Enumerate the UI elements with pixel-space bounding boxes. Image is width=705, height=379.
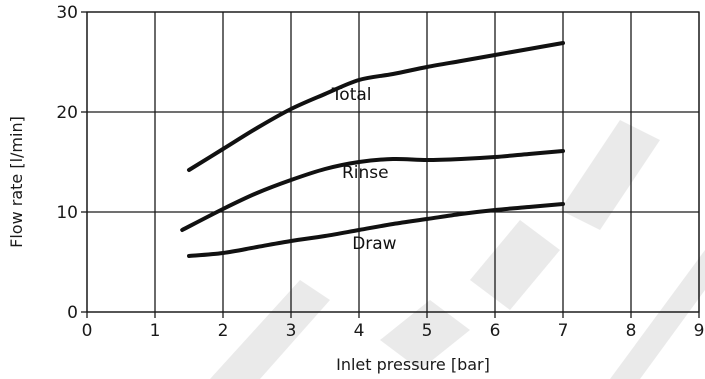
series-line-draw bbox=[187, 202, 565, 258]
x-tick-label: 4 bbox=[354, 321, 365, 341]
series-labels: Total Rinse Draw bbox=[331, 85, 397, 254]
x-tick-label: 7 bbox=[558, 321, 569, 341]
series-curves bbox=[180, 41, 565, 258]
x-tick-label: 1 bbox=[150, 321, 161, 341]
watermark bbox=[210, 120, 705, 379]
y-axis-ticks: 0 10 20 30 bbox=[56, 3, 87, 323]
x-axis-label: Inlet pressure [bar] bbox=[336, 355, 490, 374]
y-axis-label: Flow rate [l/min] bbox=[7, 116, 26, 248]
series-label-rinse: Rinse bbox=[342, 163, 389, 183]
x-tick-label: 8 bbox=[626, 321, 637, 341]
x-tick-label: 6 bbox=[490, 321, 501, 341]
y-tick-label: 30 bbox=[56, 3, 78, 23]
series-label-total: Total bbox=[331, 85, 372, 105]
x-tick-label: 2 bbox=[218, 321, 229, 341]
y-tick-label: 10 bbox=[56, 203, 78, 223]
x-tick-label: 5 bbox=[422, 321, 433, 341]
x-tick-label: 3 bbox=[286, 321, 297, 341]
plot-frame bbox=[86, 11, 700, 313]
series-line-rinse bbox=[180, 149, 565, 232]
series-label-draw: Draw bbox=[352, 234, 396, 254]
series-line-total bbox=[187, 41, 565, 172]
y-tick-label: 0 bbox=[67, 303, 78, 323]
x-axis-ticks: 0 1 2 3 4 5 6 7 8 9 bbox=[82, 312, 705, 341]
x-tick-label: 0 bbox=[82, 321, 93, 341]
y-tick-label: 20 bbox=[56, 103, 78, 123]
x-tick-label: 9 bbox=[694, 321, 705, 341]
